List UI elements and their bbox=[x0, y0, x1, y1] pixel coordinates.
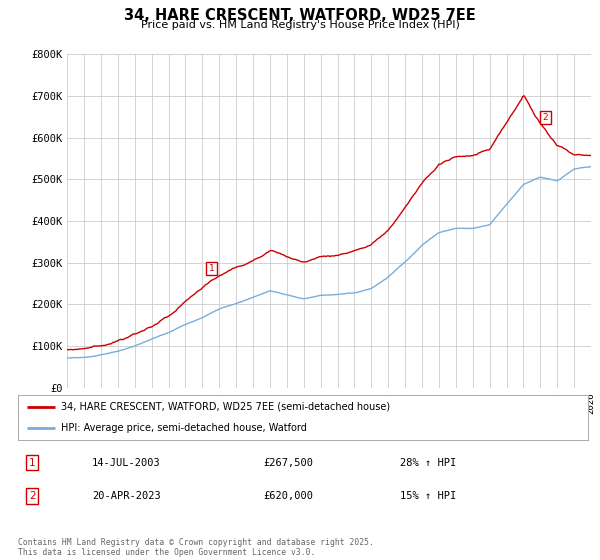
Text: 2: 2 bbox=[543, 113, 548, 122]
Text: 34, HARE CRESCENT, WATFORD, WD25 7EE (semi-detached house): 34, HARE CRESCENT, WATFORD, WD25 7EE (se… bbox=[61, 402, 390, 412]
Text: £620,000: £620,000 bbox=[263, 491, 313, 501]
Text: 20-APR-2023: 20-APR-2023 bbox=[92, 491, 161, 501]
Text: 34, HARE CRESCENT, WATFORD, WD25 7EE: 34, HARE CRESCENT, WATFORD, WD25 7EE bbox=[124, 8, 476, 24]
Text: 1: 1 bbox=[209, 264, 214, 273]
Text: 1: 1 bbox=[29, 458, 35, 468]
Text: HPI: Average price, semi-detached house, Watford: HPI: Average price, semi-detached house,… bbox=[61, 422, 307, 432]
Text: £267,500: £267,500 bbox=[263, 458, 313, 468]
Text: 15% ↑ HPI: 15% ↑ HPI bbox=[400, 491, 456, 501]
Text: Contains HM Land Registry data © Crown copyright and database right 2025.
This d: Contains HM Land Registry data © Crown c… bbox=[18, 538, 374, 557]
Text: 2: 2 bbox=[29, 491, 35, 501]
Text: 28% ↑ HPI: 28% ↑ HPI bbox=[400, 458, 456, 468]
Text: 14-JUL-2003: 14-JUL-2003 bbox=[92, 458, 161, 468]
Text: Price paid vs. HM Land Registry's House Price Index (HPI): Price paid vs. HM Land Registry's House … bbox=[140, 20, 460, 30]
